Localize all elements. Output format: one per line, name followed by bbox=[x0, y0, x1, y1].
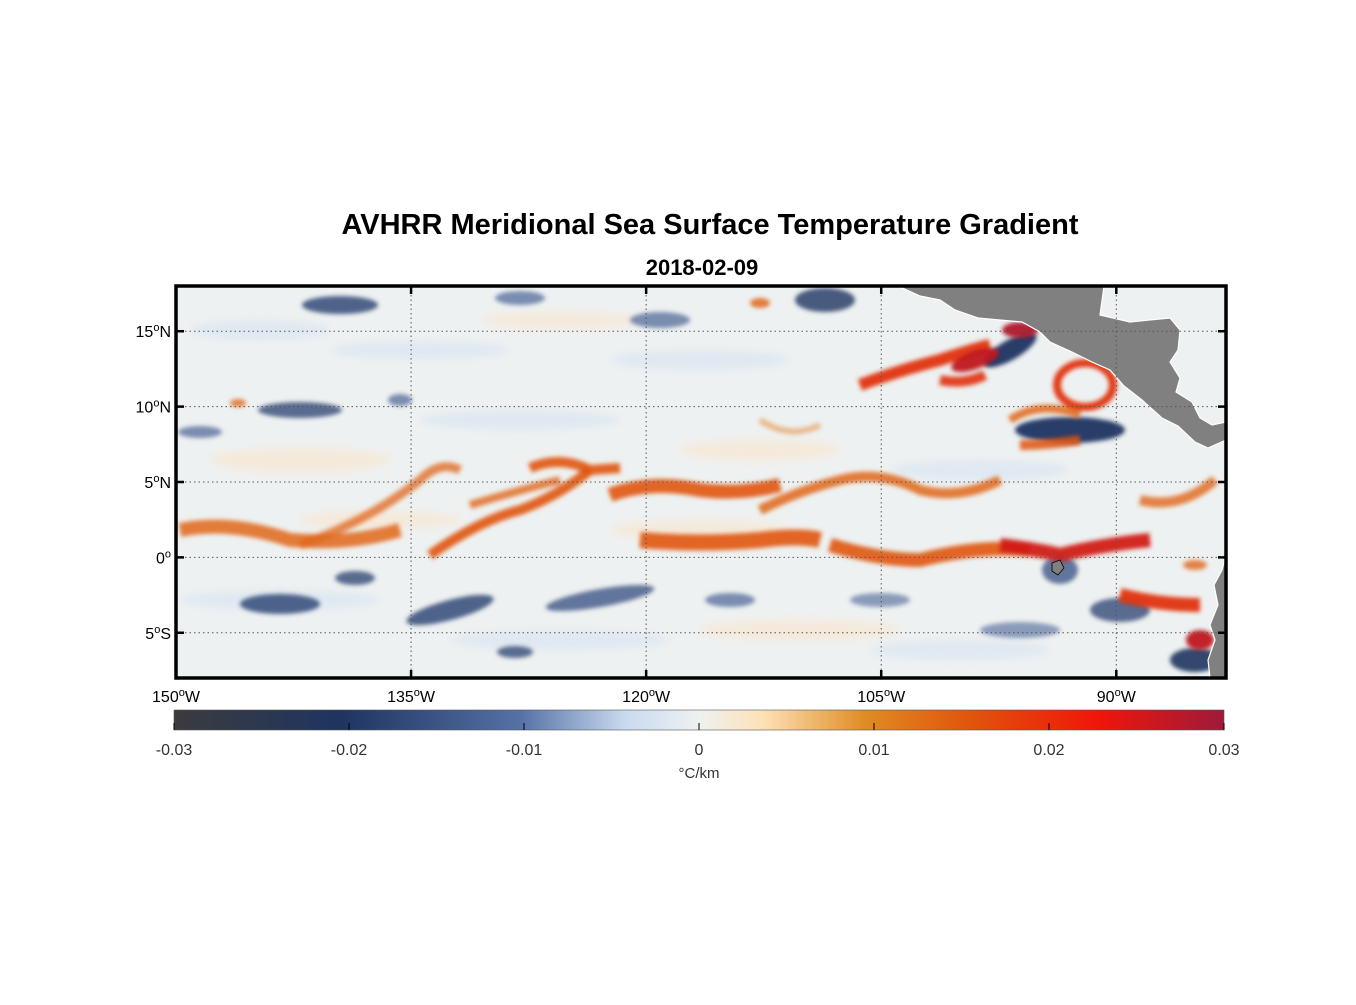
degree-symbol: o bbox=[153, 473, 159, 485]
lat-tick-label: 0o bbox=[156, 548, 171, 567]
lat-hemisphere: N bbox=[159, 400, 171, 417]
lon-hemisphere: W bbox=[185, 689, 201, 706]
lon-hemisphere: W bbox=[890, 689, 906, 706]
colorbar-tick-label: 0.03 bbox=[1208, 742, 1239, 759]
colorbar-ticks: -0.03 -0.02 -0.01 0 0.01 0.02 0.03 bbox=[156, 723, 1240, 759]
lon-tick-label: 105oW bbox=[857, 687, 906, 706]
lat-tick-number: 0 bbox=[156, 550, 165, 567]
lon-hemisphere: W bbox=[655, 689, 671, 706]
lat-tick-number: 10 bbox=[136, 400, 154, 417]
lon-tick-number: 120 bbox=[622, 689, 649, 706]
colorbar-tick-label: -0.02 bbox=[331, 742, 368, 759]
lon-hemisphere: W bbox=[420, 689, 436, 706]
colorbar-tick-label: -0.01 bbox=[506, 742, 543, 759]
colorbar-units: °C/km bbox=[679, 765, 720, 782]
sst-gradient-field bbox=[178, 286, 1226, 678]
lat-hemisphere: S bbox=[160, 626, 171, 643]
land-central-america bbox=[897, 286, 1226, 449]
degree-symbol: o bbox=[649, 687, 655, 699]
degree-symbol: o bbox=[1115, 687, 1121, 699]
lon-tick-label: 120oW bbox=[622, 687, 671, 706]
colorbar-tick-label: -0.03 bbox=[156, 742, 193, 759]
degree-symbol: o bbox=[153, 322, 159, 334]
colorbar-tick-label: 0.01 bbox=[858, 742, 889, 759]
lat-tick-label: 15oN bbox=[136, 322, 171, 341]
lon-tick-label: 135oW bbox=[387, 687, 436, 706]
lat-tick-label: 5oS bbox=[145, 624, 171, 643]
lat-hemisphere: N bbox=[159, 475, 171, 492]
map-title: AVHRR Meridional Sea Surface Temperature… bbox=[341, 209, 1078, 241]
degree-symbol: o bbox=[154, 624, 160, 636]
lat-tick-label: 5oN bbox=[144, 473, 171, 492]
degree-symbol: o bbox=[884, 687, 890, 699]
land-galapagos bbox=[1051, 559, 1065, 576]
map-subtitle: 2018-02-09 bbox=[646, 255, 759, 280]
colorbar: -0.03 -0.02 -0.01 0 0.01 0.02 0.03 °C/km bbox=[156, 709, 1240, 782]
positive-gradient-features bbox=[178, 298, 1219, 650]
longitude-labels: 150oW 135oW 120oW 105oW 90oW bbox=[152, 687, 1137, 706]
lat-tick-number: 15 bbox=[136, 324, 154, 341]
lon-tick-number: 105 bbox=[857, 689, 884, 706]
degree-symbol: o bbox=[179, 687, 185, 699]
map-frame bbox=[174, 284, 1228, 680]
colorbar-tick-label: 0.02 bbox=[1033, 742, 1064, 759]
lon-tick-label: 150oW bbox=[152, 687, 201, 706]
degree-symbol: o bbox=[165, 548, 171, 560]
lon-hemisphere: W bbox=[1121, 689, 1137, 706]
lon-tick-number: 90 bbox=[1097, 689, 1115, 706]
lat-tick-number: 5 bbox=[145, 626, 154, 643]
degree-symbol: o bbox=[153, 398, 159, 410]
lon-tick-label: 90oW bbox=[1097, 687, 1137, 706]
colorbar-tick-label: 0 bbox=[695, 742, 704, 759]
lon-tick-number: 150 bbox=[152, 689, 179, 706]
lat-tick-number: 5 bbox=[144, 475, 153, 492]
negative-gradient-features bbox=[178, 288, 1220, 672]
lon-tick-number: 135 bbox=[387, 689, 414, 706]
lat-hemisphere: N bbox=[159, 324, 171, 341]
degree-symbol: o bbox=[414, 687, 420, 699]
lat-tick-label: 10oN bbox=[136, 398, 171, 417]
